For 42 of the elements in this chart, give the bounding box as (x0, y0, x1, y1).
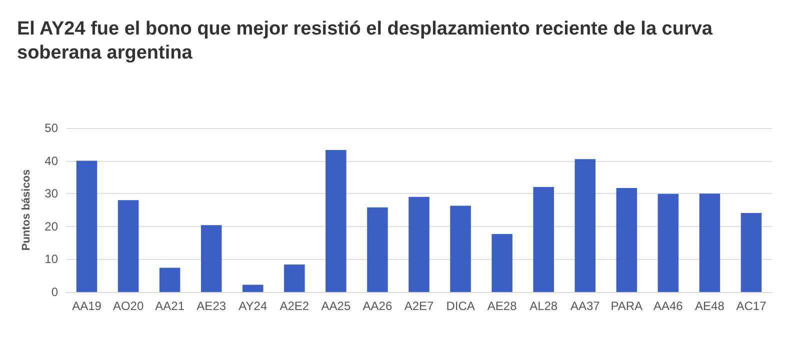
bar (492, 234, 512, 292)
x-tick-label: AA46 (653, 299, 684, 313)
bar (242, 284, 264, 292)
x-tick-label: AE28 (487, 299, 518, 313)
bar (284, 264, 305, 292)
x-tick-label: AL28 (530, 299, 558, 313)
x-tick-label: AA25 (321, 299, 351, 313)
x-tick-label: AE48 (695, 299, 725, 313)
x-tick-label: AA37 (570, 299, 600, 313)
bar (658, 194, 679, 292)
bar (450, 206, 471, 292)
bar (200, 225, 222, 292)
bar (699, 194, 720, 292)
bar (574, 159, 596, 292)
x-tick-label: AA19 (72, 299, 102, 313)
x-tick-label: AC17 (736, 299, 767, 313)
bar (616, 188, 638, 292)
bar (76, 160, 98, 292)
bar (533, 187, 554, 292)
y-tick-label: 20 (44, 219, 58, 234)
bar (159, 268, 180, 292)
x-tick-label: A2E2 (280, 299, 310, 313)
bar (118, 200, 139, 292)
x-tick-label: AA21 (155, 299, 185, 313)
x-tick-label: AO20 (112, 299, 144, 313)
x-tick-label: PARA (610, 299, 643, 313)
x-tick-label: AE23 (196, 299, 226, 313)
y-tick-label: 30 (44, 186, 58, 201)
x-tick-label: A2E7 (404, 299, 434, 313)
y-tick-label: 50 (44, 121, 58, 135)
x-tick-label: AY24 (238, 299, 268, 313)
x-tick-label: AA26 (362, 299, 392, 313)
x-tick-label: DICA (446, 299, 475, 313)
bar (740, 212, 762, 292)
bar (326, 150, 346, 292)
y-tick-label: 0 (51, 285, 58, 299)
y-tick-label: 40 (44, 154, 58, 168)
y-tick-label: 10 (44, 252, 58, 266)
bar (408, 196, 430, 292)
bar (367, 207, 388, 292)
y-axis-title: Puntos básicos (20, 169, 32, 251)
chart-title: El AY24 fue el bono que mejor resistió el desplazamiento reciente de la curva soberana argentina (17, 18, 718, 64)
